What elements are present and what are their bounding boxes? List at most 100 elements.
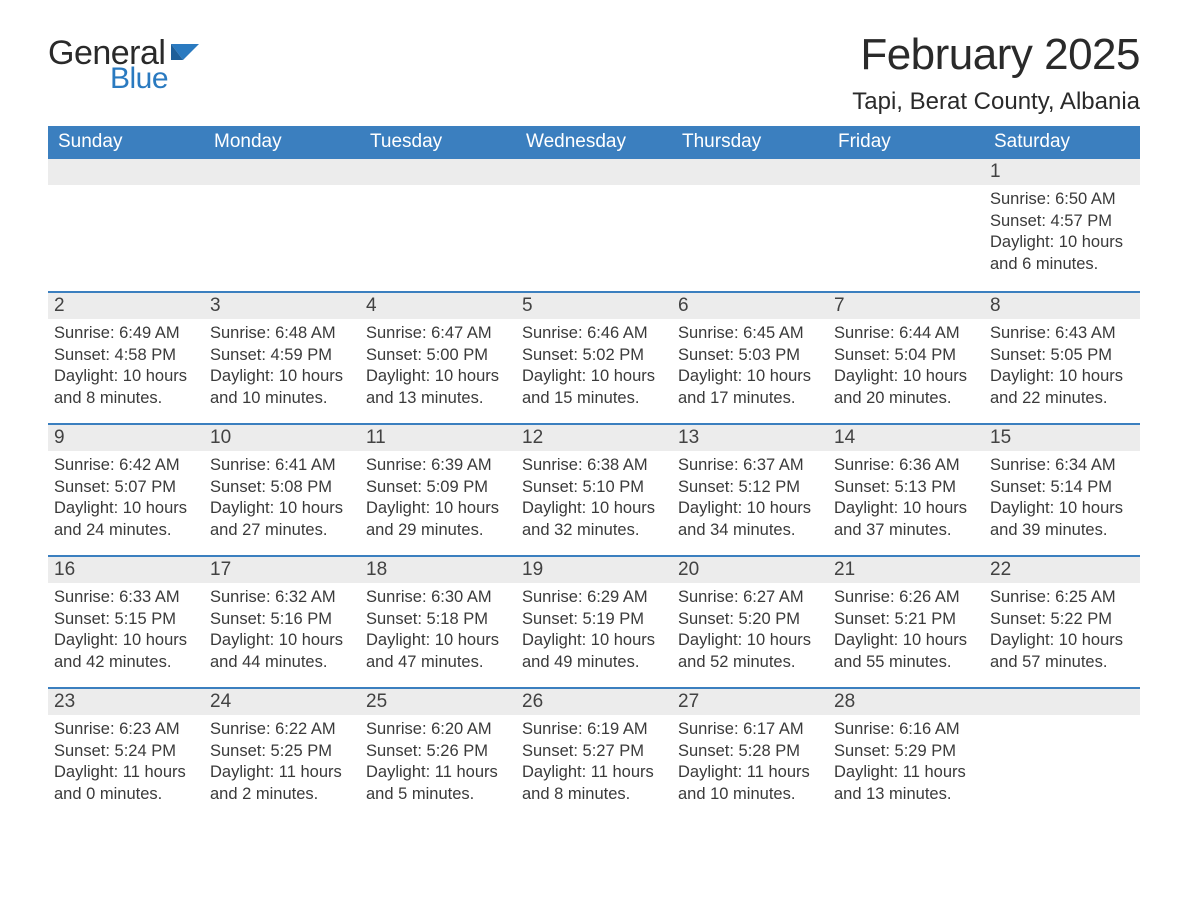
day-cell: 26Sunrise: 6:19 AMSunset: 5:27 PMDayligh…	[516, 689, 672, 819]
sunrise-line: Sunrise: 6:20 AM	[366, 719, 510, 741]
sunrise-line: Sunrise: 6:16 AM	[834, 719, 978, 741]
sunrise-line: Sunrise: 6:19 AM	[522, 719, 666, 741]
day-cell	[48, 159, 204, 291]
day-cell	[828, 159, 984, 291]
sunset-line: Sunset: 5:20 PM	[678, 609, 822, 631]
day-number: 27	[672, 689, 828, 715]
sunset-line: Sunset: 5:18 PM	[366, 609, 510, 631]
week-row: 1Sunrise: 6:50 AMSunset: 4:57 PMDaylight…	[48, 159, 1140, 291]
daylight-line: Daylight: 10 hours and 32 minutes.	[522, 498, 666, 542]
daylight-line: Daylight: 10 hours and 34 minutes.	[678, 498, 822, 542]
sunset-line: Sunset: 5:10 PM	[522, 477, 666, 499]
day-cell: 27Sunrise: 6:17 AMSunset: 5:28 PMDayligh…	[672, 689, 828, 819]
day-body: Sunrise: 6:32 AMSunset: 5:16 PMDaylight:…	[204, 583, 360, 684]
day-number: 25	[360, 689, 516, 715]
day-body: Sunrise: 6:26 AMSunset: 5:21 PMDaylight:…	[828, 583, 984, 684]
daylight-line: Daylight: 10 hours and 17 minutes.	[678, 366, 822, 410]
daylight-line: Daylight: 10 hours and 57 minutes.	[990, 630, 1134, 674]
day-number: 14	[828, 425, 984, 451]
daylight-line: Daylight: 11 hours and 0 minutes.	[54, 762, 198, 806]
dow-cell: Thursday	[672, 126, 828, 159]
day-number: 17	[204, 557, 360, 583]
sunset-line: Sunset: 5:09 PM	[366, 477, 510, 499]
sunrise-line: Sunrise: 6:36 AM	[834, 455, 978, 477]
day-body: Sunrise: 6:48 AMSunset: 4:59 PMDaylight:…	[204, 319, 360, 420]
day-number: 21	[828, 557, 984, 583]
day-cell: 4Sunrise: 6:47 AMSunset: 5:00 PMDaylight…	[360, 293, 516, 423]
day-cell: 19Sunrise: 6:29 AMSunset: 5:19 PMDayligh…	[516, 557, 672, 687]
day-number-empty	[48, 159, 204, 185]
sunrise-line: Sunrise: 6:38 AM	[522, 455, 666, 477]
sunset-line: Sunset: 5:28 PM	[678, 741, 822, 763]
day-body: Sunrise: 6:43 AMSunset: 5:05 PMDaylight:…	[984, 319, 1140, 420]
sunrise-line: Sunrise: 6:29 AM	[522, 587, 666, 609]
day-cell: 11Sunrise: 6:39 AMSunset: 5:09 PMDayligh…	[360, 425, 516, 555]
daylight-line: Daylight: 10 hours and 8 minutes.	[54, 366, 198, 410]
daylight-line: Daylight: 11 hours and 8 minutes.	[522, 762, 666, 806]
week-row: 16Sunrise: 6:33 AMSunset: 5:15 PMDayligh…	[48, 555, 1140, 687]
sunset-line: Sunset: 5:29 PM	[834, 741, 978, 763]
week-row: 23Sunrise: 6:23 AMSunset: 5:24 PMDayligh…	[48, 687, 1140, 819]
sunrise-line: Sunrise: 6:27 AM	[678, 587, 822, 609]
day-body: Sunrise: 6:41 AMSunset: 5:08 PMDaylight:…	[204, 451, 360, 552]
day-body: Sunrise: 6:36 AMSunset: 5:13 PMDaylight:…	[828, 451, 984, 552]
sunset-line: Sunset: 5:26 PM	[366, 741, 510, 763]
sunset-line: Sunset: 5:00 PM	[366, 345, 510, 367]
sunset-line: Sunset: 5:19 PM	[522, 609, 666, 631]
daylight-line: Daylight: 10 hours and 42 minutes.	[54, 630, 198, 674]
daylight-line: Daylight: 11 hours and 10 minutes.	[678, 762, 822, 806]
day-cell: 13Sunrise: 6:37 AMSunset: 5:12 PMDayligh…	[672, 425, 828, 555]
daylight-line: Daylight: 10 hours and 52 minutes.	[678, 630, 822, 674]
day-number: 3	[204, 293, 360, 319]
day-cell	[672, 159, 828, 291]
day-body: Sunrise: 6:17 AMSunset: 5:28 PMDaylight:…	[672, 715, 828, 816]
title-block: February 2025 Tapi, Berat County, Albani…	[852, 30, 1140, 116]
daylight-line: Daylight: 10 hours and 20 minutes.	[834, 366, 978, 410]
sunrise-line: Sunrise: 6:41 AM	[210, 455, 354, 477]
day-number: 5	[516, 293, 672, 319]
sunset-line: Sunset: 5:22 PM	[990, 609, 1134, 631]
sunrise-line: Sunrise: 6:43 AM	[990, 323, 1134, 345]
daylight-line: Daylight: 10 hours and 37 minutes.	[834, 498, 978, 542]
day-number: 22	[984, 557, 1140, 583]
brand-logo: General Blue	[48, 36, 203, 94]
day-body: Sunrise: 6:50 AMSunset: 4:57 PMDaylight:…	[984, 185, 1140, 286]
day-number-empty	[360, 159, 516, 185]
day-number: 2	[48, 293, 204, 319]
daylight-line: Daylight: 11 hours and 2 minutes.	[210, 762, 354, 806]
sunrise-line: Sunrise: 6:34 AM	[990, 455, 1134, 477]
day-number: 23	[48, 689, 204, 715]
sunset-line: Sunset: 5:03 PM	[678, 345, 822, 367]
daylight-line: Daylight: 10 hours and 29 minutes.	[366, 498, 510, 542]
sunrise-line: Sunrise: 6:22 AM	[210, 719, 354, 741]
dow-cell: Tuesday	[360, 126, 516, 159]
sunrise-line: Sunrise: 6:23 AM	[54, 719, 198, 741]
sunset-line: Sunset: 5:25 PM	[210, 741, 354, 763]
week-row: 9Sunrise: 6:42 AMSunset: 5:07 PMDaylight…	[48, 423, 1140, 555]
daylight-line: Daylight: 10 hours and 39 minutes.	[990, 498, 1134, 542]
day-cell	[204, 159, 360, 291]
day-cell	[360, 159, 516, 291]
sunset-line: Sunset: 5:13 PM	[834, 477, 978, 499]
daylight-line: Daylight: 10 hours and 55 minutes.	[834, 630, 978, 674]
day-number-empty	[984, 689, 1140, 715]
day-number: 24	[204, 689, 360, 715]
day-body	[516, 185, 672, 199]
day-body: Sunrise: 6:22 AMSunset: 5:25 PMDaylight:…	[204, 715, 360, 816]
daylight-line: Daylight: 10 hours and 24 minutes.	[54, 498, 198, 542]
day-number: 20	[672, 557, 828, 583]
day-body: Sunrise: 6:39 AMSunset: 5:09 PMDaylight:…	[360, 451, 516, 552]
dow-cell: Wednesday	[516, 126, 672, 159]
sunset-line: Sunset: 5:02 PM	[522, 345, 666, 367]
day-number: 26	[516, 689, 672, 715]
day-number: 19	[516, 557, 672, 583]
day-body: Sunrise: 6:37 AMSunset: 5:12 PMDaylight:…	[672, 451, 828, 552]
sunrise-line: Sunrise: 6:39 AM	[366, 455, 510, 477]
dow-cell: Sunday	[48, 126, 204, 159]
day-body: Sunrise: 6:30 AMSunset: 5:18 PMDaylight:…	[360, 583, 516, 684]
day-body: Sunrise: 6:20 AMSunset: 5:26 PMDaylight:…	[360, 715, 516, 816]
day-number: 4	[360, 293, 516, 319]
sunset-line: Sunset: 5:14 PM	[990, 477, 1134, 499]
day-number: 6	[672, 293, 828, 319]
day-cell: 8Sunrise: 6:43 AMSunset: 5:05 PMDaylight…	[984, 293, 1140, 423]
